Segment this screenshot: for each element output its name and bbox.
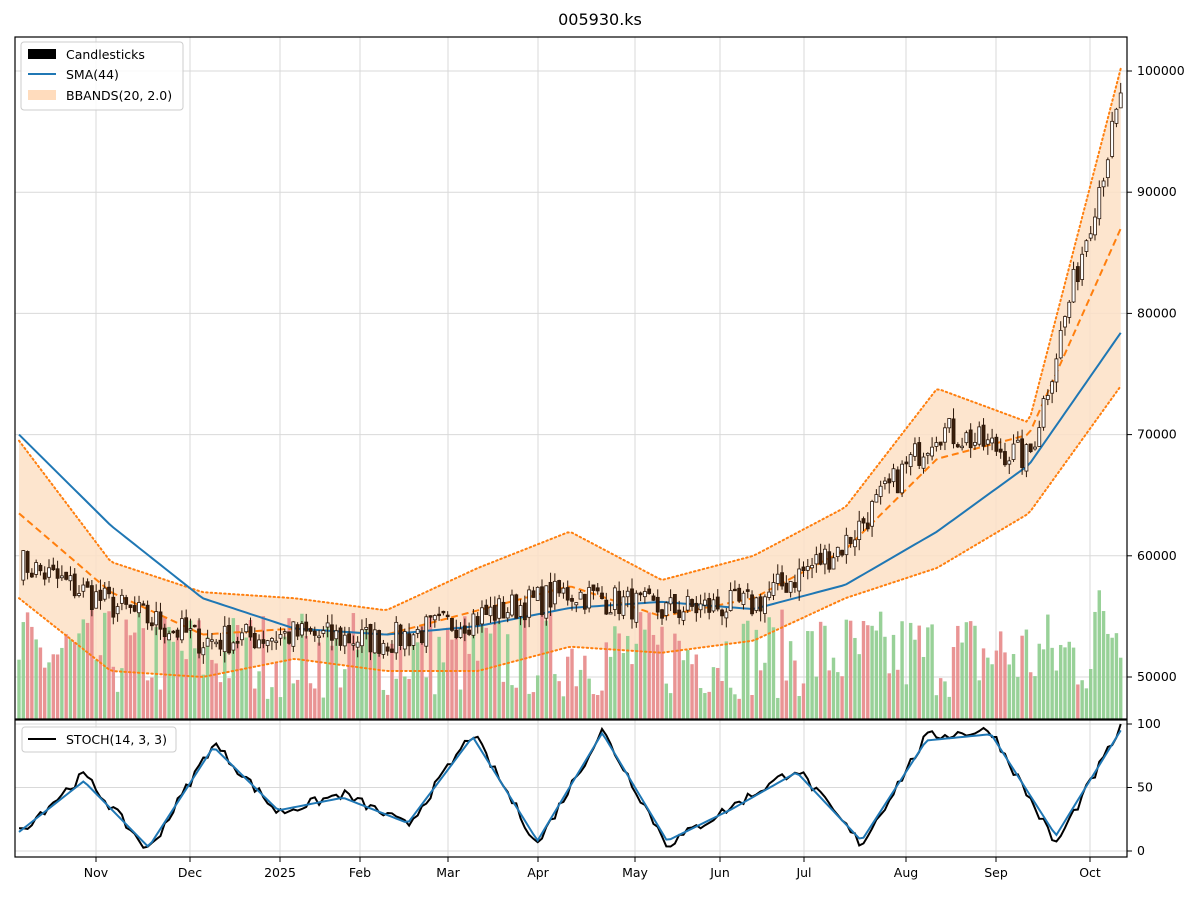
sma-line bbox=[18, 332, 1122, 636]
svg-text:2025: 2025 bbox=[264, 865, 296, 880]
svg-text:50000: 50000 bbox=[1137, 669, 1177, 684]
price-legend: Candlesticks SMA(44) BBANDS(20, 2.0) bbox=[20, 41, 184, 111]
legend-sma: SMA(44) bbox=[66, 67, 119, 82]
stoch-panel-frame bbox=[14, 719, 1128, 858]
svg-text:80000: 80000 bbox=[1137, 305, 1177, 320]
svg-text:70000: 70000 bbox=[1137, 427, 1177, 442]
volume-bars bbox=[17, 590, 1123, 719]
svg-text:Apr: Apr bbox=[527, 865, 549, 880]
price-panel-frame bbox=[14, 36, 1128, 720]
svg-text:Mar: Mar bbox=[436, 865, 460, 880]
svg-text:May: May bbox=[622, 865, 648, 880]
legend-candlesticks: Candlesticks bbox=[66, 47, 145, 62]
stoch-legend: STOCH(14, 3, 3) bbox=[21, 726, 177, 753]
candlesticks bbox=[21, 82, 1123, 664]
bbands-legend-icon bbox=[28, 90, 56, 100]
stoch-y-axis: 0 50 100 bbox=[1127, 716, 1161, 858]
stoch-grid bbox=[15, 720, 1127, 857]
svg-text:Sep: Sep bbox=[984, 865, 1008, 880]
date-x-axis: Nov Dec 2025 Feb Mar Apr May Jun Jul Aug Sep Oct bbox=[84, 857, 1101, 880]
chart-title: 005930.ks bbox=[558, 10, 642, 29]
bollinger-band-lines bbox=[18, 67, 1122, 678]
svg-text:Feb: Feb bbox=[349, 865, 371, 880]
svg-text:90000: 90000 bbox=[1137, 184, 1177, 199]
bollinger-band-fill bbox=[19, 68, 1121, 677]
svg-text:100: 100 bbox=[1137, 716, 1161, 731]
svg-text:100000: 100000 bbox=[1137, 63, 1185, 78]
legend-bbands: BBANDS(20, 2.0) bbox=[66, 88, 172, 103]
svg-text:0: 0 bbox=[1137, 843, 1145, 858]
svg-text:Oct: Oct bbox=[1079, 865, 1101, 880]
candlestick-legend-icon bbox=[28, 49, 56, 59]
svg-text:60000: 60000 bbox=[1137, 548, 1177, 563]
price-y-axis: 50000 60000 70000 80000 90000 100000 bbox=[1127, 63, 1185, 684]
svg-text:Aug: Aug bbox=[894, 865, 918, 880]
stochastic-lines bbox=[18, 723, 1122, 849]
svg-text:Jun: Jun bbox=[709, 865, 730, 880]
legend-stoch: STOCH(14, 3, 3) bbox=[66, 732, 167, 747]
svg-text:Nov: Nov bbox=[84, 865, 109, 880]
svg-text:Jul: Jul bbox=[795, 865, 811, 880]
svg-text:50: 50 bbox=[1137, 780, 1153, 795]
svg-text:Dec: Dec bbox=[178, 865, 202, 880]
